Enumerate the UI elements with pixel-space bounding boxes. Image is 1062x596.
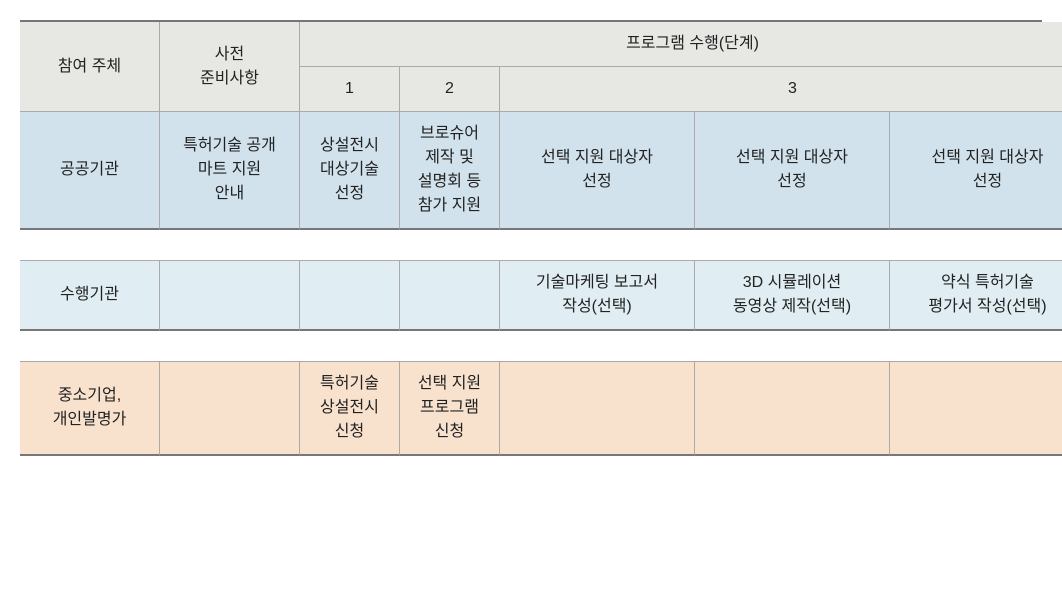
header-step-3: 3 xyxy=(500,67,1062,112)
row-executor-step1 xyxy=(300,260,400,331)
row-public-step2: 브로슈어제작 및설명회 등참가 지원 xyxy=(400,112,500,230)
header-step-1: 1 xyxy=(300,67,400,112)
row-sme-label: 중소기업,개인발명가 xyxy=(20,361,160,456)
row-public-step3a: 선택 지원 대상자선정 xyxy=(500,112,695,230)
header-step-2: 2 xyxy=(400,67,500,112)
row-executor-step2 xyxy=(400,260,500,331)
spacer-2 xyxy=(20,331,1062,361)
row-public-step1: 상설전시대상기술선정 xyxy=(300,112,400,230)
row-executor-step3b: 3D 시뮬레이션동영상 제작(선택) xyxy=(695,260,890,331)
row-sme-step3a xyxy=(500,361,695,456)
row-executor-label: 수행기관 xyxy=(20,260,160,331)
row-public-prep: 특허기술 공개마트 지원안내 xyxy=(160,112,300,230)
row-sme-prep xyxy=(160,361,300,456)
spacer-1 xyxy=(20,230,1062,260)
header-preparation: 사전준비사항 xyxy=(160,22,300,112)
row-executor-step3c: 약식 특허기술평가서 작성(선택) xyxy=(890,260,1062,331)
row-executor-step3a: 기술마케팅 보고서작성(선택) xyxy=(500,260,695,331)
row-sme-step2: 선택 지원프로그램신청 xyxy=(400,361,500,456)
row-public-label: 공공기관 xyxy=(20,112,160,230)
row-sme-step1: 특허기술상설전시신청 xyxy=(300,361,400,456)
row-executor-prep xyxy=(160,260,300,331)
header-program-title: 프로그램 수행(단계) xyxy=(300,22,1062,67)
row-sme-step3c xyxy=(890,361,1062,456)
program-table: 참여 주체 사전준비사항 프로그램 수행(단계) 1 2 3 공공기관 특허기술… xyxy=(20,20,1042,456)
row-public-step3b: 선택 지원 대상자선정 xyxy=(695,112,890,230)
header-participant: 참여 주체 xyxy=(20,22,160,112)
row-public-step3c: 선택 지원 대상자선정 xyxy=(890,112,1062,230)
row-sme-step3b xyxy=(695,361,890,456)
